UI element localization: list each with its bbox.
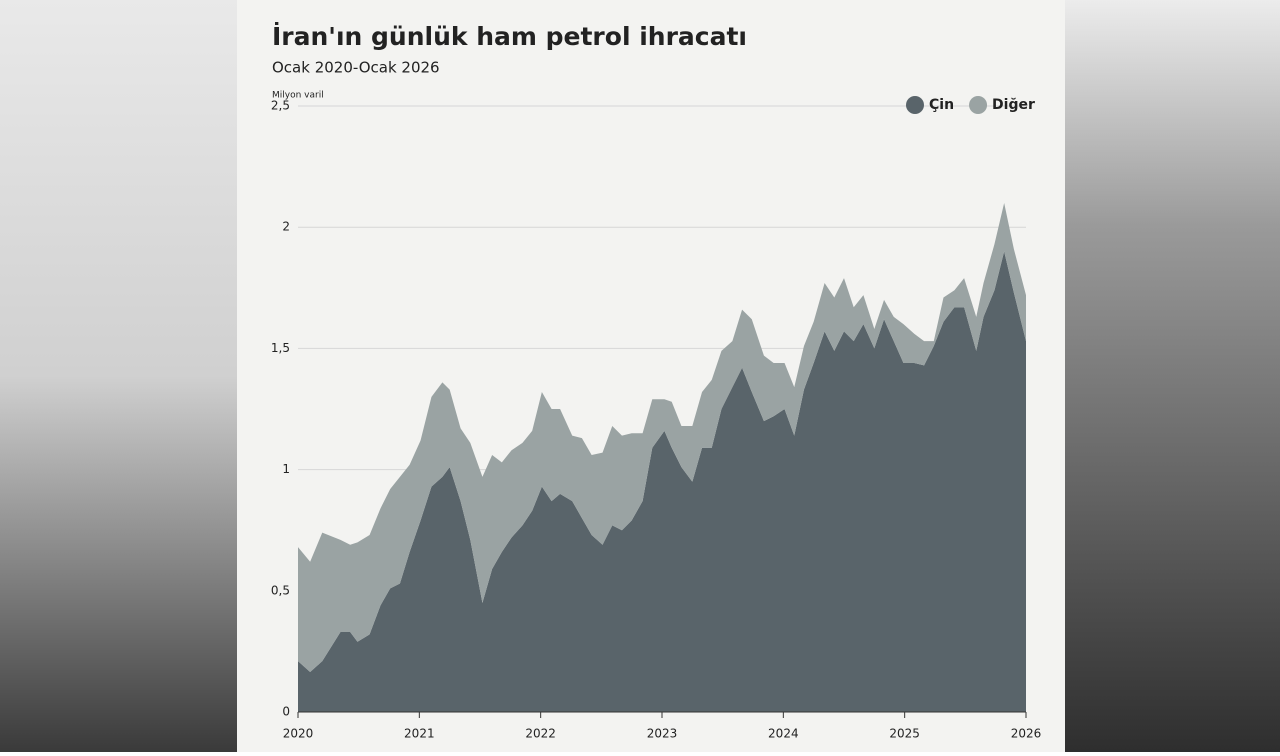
x-tick-label: 2021 <box>404 727 435 741</box>
area <box>298 251 1026 712</box>
x-tick-label: 2024 <box>768 727 799 741</box>
chart-subtitle: Ocak 2020-Ocak 2026 <box>272 59 440 77</box>
x-tick-label: 2023 <box>647 727 678 741</box>
blur-right <box>1065 0 1280 752</box>
legend-swatch <box>906 96 924 114</box>
x-tick-label: 2026 <box>1011 727 1042 741</box>
y-axis-label: Milyon varil <box>272 91 324 101</box>
legend-label: Çin <box>929 97 954 113</box>
legend-label: Diğer <box>992 97 1035 113</box>
x-tick-label: 2025 <box>889 727 920 741</box>
y-tick-label: 0,5 <box>271 583 290 597</box>
blur-left <box>0 0 237 752</box>
x-tick-label: 2022 <box>525 727 556 741</box>
chart-title: İran'ın günlük ham petrol ihracatı <box>272 21 747 51</box>
y-tick-label: 1 <box>282 462 290 476</box>
y-tick-label: 2 <box>282 220 290 234</box>
x-tick-label: 2020 <box>283 727 314 741</box>
y-tick-label: 2,5 <box>271 99 290 113</box>
area <box>298 202 1026 673</box>
y-tick-label: 0 <box>282 705 290 719</box>
legend-swatch <box>969 96 988 114</box>
y-tick-label: 1,5 <box>271 341 290 355</box>
